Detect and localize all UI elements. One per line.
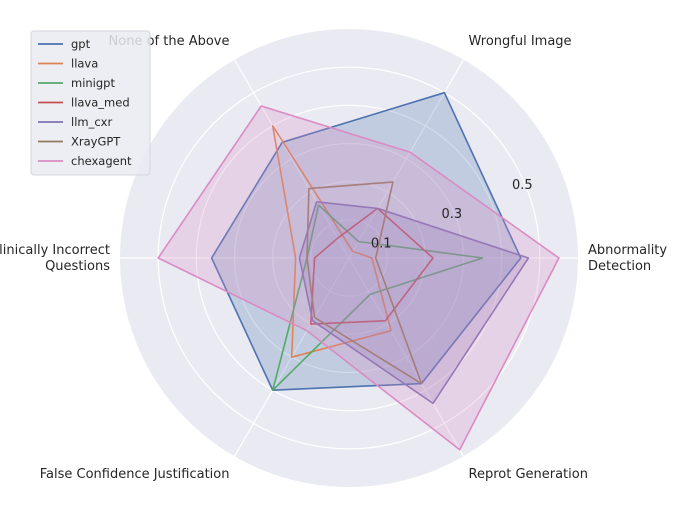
- legend-label: llava: [71, 57, 98, 71]
- series-line-llm-cxr: [298, 201, 530, 405]
- series-line-xraygpt: [306, 181, 423, 385]
- legend-box: [30, 30, 151, 176]
- axis-label-line: Questions: [45, 259, 110, 274]
- axis-label: Wrongful Image: [469, 34, 572, 49]
- series-area-gpt: [211, 92, 521, 391]
- series-line-llava: [271, 125, 392, 359]
- series-area-llm-cxr: [299, 201, 529, 404]
- axis-label-line: False Confidence Justification: [40, 467, 230, 482]
- radial-tick-label: 0.3: [441, 207, 462, 222]
- series-line-chexagent: [157, 105, 560, 451]
- axis-label-line: Detection: [588, 259, 651, 274]
- axis-label: Abnormality Detection: [588, 243, 667, 274]
- series-group: [157, 91, 560, 451]
- axis-label: Reprot Generation: [469, 467, 588, 482]
- legend-label: llava_med: [71, 96, 130, 110]
- grid-spoke: [233, 59, 350, 259]
- axis-label-line: Wrongful Image: [469, 34, 572, 49]
- series-area-chexagent: [158, 106, 559, 450]
- radial-tick-label: 0.5: [512, 178, 533, 193]
- axis-label-line: Abnormality: [588, 243, 667, 258]
- axis-label-line: Reprot Generation: [469, 467, 588, 482]
- legend-label: minigpt: [71, 76, 115, 90]
- axis-label: False Confidence Justification: [40, 467, 230, 482]
- axis-label-line: Clinically Incorrect: [0, 243, 110, 258]
- radial-ticks: 0.1 0.3 0.5: [371, 178, 533, 251]
- radial-tick-label: 0.1: [371, 236, 392, 251]
- legend-label: llm_cxr: [71, 115, 112, 129]
- axis-label: Clinically Incorrect Questions: [0, 243, 110, 274]
- grid-spoke: [348, 257, 465, 457]
- legend: gpt llava minigpt llava_med llm_cxr XrayGPT ch…: [30, 30, 151, 176]
- legend-label: gpt: [71, 37, 91, 51]
- legend-label: chexagent: [71, 154, 132, 168]
- legend-label: XrayGPT: [71, 135, 121, 149]
